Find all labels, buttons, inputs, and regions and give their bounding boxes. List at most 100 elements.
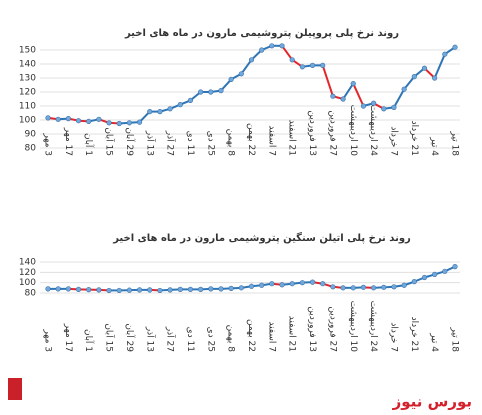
line-segment bbox=[393, 88, 405, 108]
x-tick-label: 24 اردیبهشت bbox=[368, 301, 378, 353]
y-tick-label: 120 bbox=[19, 88, 36, 98]
point bbox=[147, 108, 153, 115]
x-tick-label: 17 مهر bbox=[63, 127, 73, 156]
x-tick-label: 4 تیر bbox=[429, 136, 439, 156]
watermark: بورس نیوز bbox=[392, 393, 472, 411]
line-segment bbox=[281, 45, 294, 61]
point bbox=[350, 285, 356, 291]
y-tick-label: 80 bbox=[25, 289, 37, 299]
point bbox=[401, 282, 407, 288]
point bbox=[198, 89, 204, 95]
point bbox=[350, 80, 356, 87]
point bbox=[259, 282, 265, 288]
point bbox=[309, 62, 316, 69]
x-tick-label: 7 اسفند bbox=[266, 125, 276, 156]
x-tick-label: 27 آذر bbox=[165, 326, 177, 352]
point bbox=[86, 118, 92, 124]
point bbox=[136, 287, 143, 293]
x-tick-label: 13 آذر bbox=[144, 326, 156, 352]
x-tick-label: 21 خرداد bbox=[409, 121, 419, 156]
point bbox=[177, 286, 183, 292]
x-tick-label: 17 مهر bbox=[63, 323, 73, 352]
x-tick-label: 10 اردیبهشت bbox=[348, 105, 358, 157]
point bbox=[106, 287, 112, 294]
point bbox=[177, 101, 183, 108]
y-tick-label: 140 bbox=[19, 60, 36, 70]
y-tick-label: 140 bbox=[19, 258, 36, 268]
point bbox=[452, 264, 458, 270]
y-tick-label: 130 bbox=[19, 74, 36, 84]
x-tick-label: 4 تیر bbox=[429, 332, 439, 352]
point bbox=[86, 287, 92, 293]
point bbox=[208, 286, 214, 292]
x-tick-label: 13 آذر bbox=[144, 130, 156, 156]
point bbox=[116, 120, 122, 127]
point bbox=[432, 75, 438, 81]
y-tick-label: 90 bbox=[25, 130, 37, 140]
point bbox=[147, 287, 153, 293]
x-tick-label: 15 آبان bbox=[104, 127, 116, 156]
point bbox=[381, 284, 387, 290]
point bbox=[187, 97, 194, 103]
point bbox=[259, 47, 265, 53]
point bbox=[330, 284, 336, 290]
point bbox=[432, 271, 438, 278]
point bbox=[238, 71, 244, 77]
point bbox=[391, 104, 397, 110]
x-tick-label: 3 مهر bbox=[43, 328, 53, 352]
point bbox=[167, 287, 173, 293]
point bbox=[126, 120, 132, 126]
point bbox=[167, 106, 173, 112]
point bbox=[421, 274, 428, 281]
x-tick-label: 13 فروردین bbox=[307, 110, 317, 156]
point bbox=[371, 285, 377, 291]
y-tick-label: 110 bbox=[19, 102, 36, 112]
point bbox=[411, 279, 417, 285]
line-segment bbox=[433, 53, 446, 79]
x-tick-label: 27 آذر bbox=[165, 130, 177, 156]
point bbox=[320, 281, 326, 287]
point bbox=[45, 115, 51, 121]
point bbox=[55, 286, 61, 292]
point bbox=[320, 62, 326, 69]
point bbox=[198, 286, 204, 292]
point bbox=[218, 286, 224, 292]
point bbox=[340, 285, 346, 291]
point bbox=[248, 57, 255, 63]
point bbox=[157, 108, 163, 115]
x-tick-label: 29 آبان bbox=[124, 127, 136, 156]
point bbox=[411, 73, 417, 80]
y-tick-label: 80 bbox=[25, 144, 37, 154]
point bbox=[442, 51, 448, 57]
x-tick-label: 18 تیر bbox=[450, 130, 460, 156]
x-tick-label: 1 آبان bbox=[83, 329, 95, 352]
line-segment bbox=[352, 83, 365, 107]
line-segment bbox=[240, 59, 253, 75]
x-tick-label: 25 دی bbox=[205, 131, 215, 156]
x-tick-label: 3 مهر bbox=[43, 132, 53, 156]
x-tick-label: 13 فروردین bbox=[307, 306, 317, 352]
point bbox=[309, 279, 316, 285]
x-tick-label: 7 اسفند bbox=[266, 321, 276, 352]
plot bbox=[45, 264, 458, 294]
point bbox=[401, 86, 407, 92]
point bbox=[269, 281, 275, 287]
plot bbox=[45, 43, 458, 127]
x-tick-label: 21 اسفند bbox=[287, 316, 297, 352]
x-tick-label: 10 اردیبهشت bbox=[348, 301, 358, 353]
x-tick-label: 21 خرداد bbox=[409, 317, 419, 352]
point bbox=[218, 87, 224, 94]
point bbox=[381, 106, 387, 112]
point bbox=[391, 284, 397, 290]
point bbox=[55, 116, 61, 122]
point bbox=[96, 287, 102, 293]
x-tick-label: 15 آبان bbox=[104, 323, 116, 352]
x-tick-label: 8 بهمن bbox=[226, 129, 236, 157]
point bbox=[360, 284, 367, 290]
y-tick-label: 120 bbox=[19, 268, 36, 278]
point bbox=[238, 285, 244, 291]
y-tick-label: 150 bbox=[19, 46, 36, 56]
point bbox=[75, 286, 82, 292]
point bbox=[299, 280, 305, 286]
